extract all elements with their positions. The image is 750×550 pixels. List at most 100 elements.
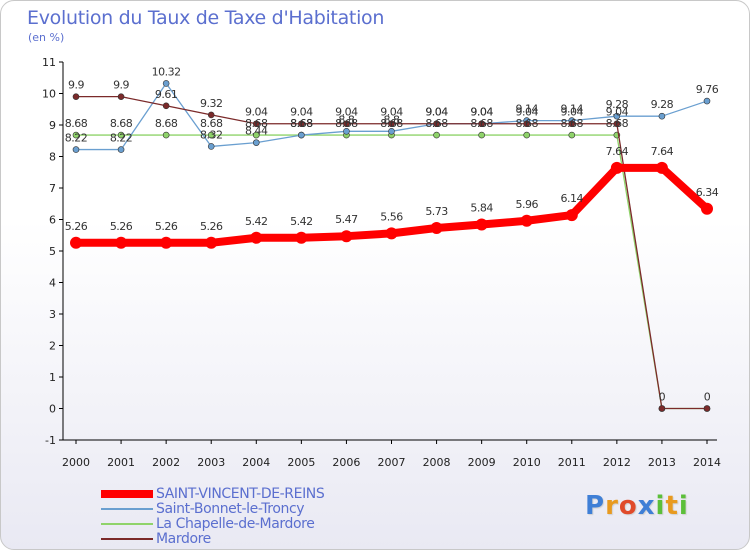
- data-label: 6.14: [561, 192, 584, 205]
- data-label: 9.04: [425, 106, 448, 119]
- data-point: [115, 236, 128, 249]
- data-label: 5.84: [470, 202, 493, 215]
- y-tick-label: 6: [49, 214, 56, 227]
- x-tick-label: 2009: [468, 456, 496, 469]
- proxiti-logo: Proxiti: [585, 491, 689, 521]
- legend-label-saint-bonnet: Saint-Bonnet-le-Troncy: [156, 501, 305, 517]
- data-point: [613, 120, 621, 128]
- data-label: 9.04: [335, 106, 358, 119]
- data-point: [252, 139, 260, 146]
- logo-letter: i: [678, 491, 689, 521]
- data-label: 9.04: [606, 106, 629, 119]
- data-point: [523, 131, 531, 139]
- data-label: 9.28: [606, 98, 629, 111]
- data-label: 9.04: [425, 106, 448, 119]
- data-label: 0: [704, 391, 711, 404]
- data-label: 9.9: [68, 79, 84, 92]
- data-label: 5.26: [65, 220, 88, 233]
- data-label: 8.68: [515, 117, 538, 130]
- x-tick-label: 2001: [107, 456, 135, 469]
- data-point: [433, 131, 440, 139]
- data-point: [207, 131, 215, 139]
- x-tick-label: 2007: [378, 456, 406, 469]
- data-label: 9.14: [561, 103, 584, 116]
- data-point: [340, 230, 353, 243]
- data-point: [610, 161, 623, 174]
- data-label: 5.42: [290, 215, 313, 228]
- data-point: [252, 131, 260, 139]
- x-tick-label: 2005: [287, 456, 315, 469]
- x-tick-label: 2002: [152, 456, 180, 469]
- data-point: [658, 112, 666, 120]
- data-label: 9.04: [470, 106, 493, 119]
- data-label: 5.47: [335, 213, 358, 226]
- data-point: [613, 112, 621, 120]
- data-label: 9.14: [515, 103, 538, 116]
- y-tick-label: 8: [49, 151, 56, 164]
- data-label: 9.04: [380, 106, 403, 119]
- x-tick-label: 2003: [197, 456, 225, 469]
- chart-title: Evolution du Taux de Taxe d'Habitation: [27, 7, 385, 29]
- series-1: [72, 80, 711, 153]
- data-point: [160, 236, 173, 249]
- logo-letter: i: [655, 491, 666, 521]
- logo-letter: o: [618, 491, 638, 521]
- data-label: 9.04: [245, 106, 268, 119]
- data-label: 5.26: [110, 220, 133, 233]
- data-label: 8.68: [606, 117, 629, 130]
- data-label: 8.68: [290, 117, 313, 130]
- data-label: 7.64: [651, 145, 674, 158]
- y-tick-label: 3: [49, 308, 56, 321]
- data-point: [568, 120, 576, 128]
- data-point: [250, 231, 263, 244]
- series-0: [70, 161, 713, 249]
- legend-swatch-la-chapelle: [101, 523, 153, 525]
- data-point: [703, 97, 711, 105]
- logo-letter: t: [665, 491, 679, 521]
- data-label: 9.04: [290, 106, 313, 119]
- data-label: 5.42: [245, 215, 268, 228]
- data-point: [207, 111, 215, 119]
- data-label: 8.68: [470, 117, 493, 130]
- legend-label-la-chapelle: La Chapelle-de-Mardore: [156, 516, 315, 532]
- data-label: 9.04: [561, 106, 584, 119]
- data-label: 9.32: [200, 97, 223, 110]
- data-point: [252, 120, 260, 128]
- logo-letter: r: [605, 491, 619, 521]
- logo-letter: x: [637, 491, 656, 521]
- data-label: 8.8: [338, 113, 354, 126]
- data-point: [520, 214, 533, 227]
- data-label: 8.68: [65, 117, 88, 130]
- data-label: 7.64: [606, 145, 629, 158]
- data-label: 6.34: [696, 186, 719, 199]
- data-point: [701, 202, 713, 215]
- data-point: [658, 405, 666, 412]
- data-label: 8.68: [425, 117, 448, 130]
- data-label: 8.68: [290, 117, 313, 130]
- data-label: 0: [659, 391, 666, 404]
- y-tick-label: 7: [49, 182, 56, 195]
- data-point: [72, 146, 80, 153]
- data-point: [298, 120, 305, 128]
- data-point: [388, 128, 395, 135]
- data-label: 8.68: [245, 117, 268, 130]
- y-tick-label: -1: [45, 434, 56, 447]
- data-point: [207, 143, 215, 150]
- data-label: 8.32: [200, 128, 223, 141]
- data-point: [523, 120, 531, 128]
- data-label: 8.8: [384, 113, 400, 126]
- data-label: 5.73: [425, 205, 448, 218]
- y-tick-label: 4: [49, 277, 56, 290]
- data-point: [478, 131, 485, 139]
- legend-label-mardore: Mardore: [156, 531, 211, 547]
- data-point: [117, 131, 125, 139]
- y-tick-label: 11: [42, 56, 56, 69]
- data-label: 8.68: [561, 117, 584, 130]
- data-point: [565, 209, 578, 222]
- data-label: 5.96: [515, 198, 538, 211]
- y-tick-label: 0: [49, 403, 56, 416]
- data-point: [117, 93, 125, 100]
- x-tick-label: 2000: [62, 456, 90, 469]
- data-point: [117, 146, 125, 153]
